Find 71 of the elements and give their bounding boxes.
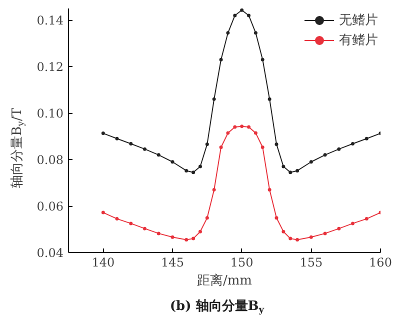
x-tick-label: 155 (300, 256, 323, 270)
point (364, 217, 368, 221)
point (254, 131, 258, 135)
point (268, 188, 272, 192)
y-tick-label: 0.12 (36, 60, 64, 74)
point (309, 235, 313, 239)
point (101, 132, 105, 136)
y-tick-label: 0.04 (36, 246, 64, 260)
point (219, 145, 223, 149)
point (184, 238, 188, 242)
point (192, 170, 196, 174)
point (337, 226, 341, 230)
y-axis-title: 轴向分量By/T (10, 108, 26, 188)
point (129, 222, 133, 226)
point (309, 160, 313, 164)
point (282, 164, 286, 168)
point (170, 235, 174, 239)
x-tick-label: 140 (92, 256, 115, 270)
point (296, 238, 300, 242)
point (170, 160, 174, 164)
point (198, 230, 202, 234)
point (240, 8, 244, 12)
point (143, 147, 147, 151)
point (247, 125, 251, 129)
legend-label: 有鳍片 (339, 32, 378, 49)
point (226, 131, 230, 135)
point (233, 14, 237, 18)
point (115, 217, 119, 221)
point (268, 97, 272, 101)
point (233, 125, 237, 129)
point (192, 236, 196, 240)
y-tick-label: 0.10 (36, 106, 64, 121)
point (247, 14, 251, 18)
point (351, 222, 355, 226)
point (212, 188, 216, 192)
point (156, 153, 160, 157)
point (156, 232, 160, 236)
x-tick-label: 160 (369, 256, 392, 270)
point (337, 147, 341, 151)
y-tick-label: 0.06 (36, 200, 64, 214)
point (288, 170, 292, 174)
point (260, 58, 264, 62)
point (129, 142, 133, 146)
point (115, 136, 119, 140)
point (296, 168, 300, 172)
point (198, 164, 202, 168)
x-tick-label: 150 (230, 256, 254, 270)
legend-label: 无鳍片 (339, 12, 378, 29)
point (288, 236, 292, 240)
point (101, 210, 105, 214)
point (351, 142, 355, 146)
point (205, 142, 209, 146)
point (240, 124, 244, 128)
point (184, 168, 188, 172)
point (323, 232, 327, 236)
point (219, 58, 223, 62)
point (274, 216, 278, 220)
point (143, 226, 147, 230)
y-tick-label: 0.14 (36, 14, 64, 28)
y-tick-label: 0.08 (36, 153, 64, 168)
point (364, 136, 368, 140)
point (254, 31, 258, 35)
point (226, 31, 230, 35)
point (205, 216, 209, 220)
point (260, 145, 264, 149)
point (274, 142, 278, 146)
x-axis-title: 距离/mm (196, 272, 252, 288)
point (212, 97, 216, 101)
point (323, 153, 327, 157)
x-tick-label: 145 (161, 256, 184, 270)
point (282, 230, 286, 234)
